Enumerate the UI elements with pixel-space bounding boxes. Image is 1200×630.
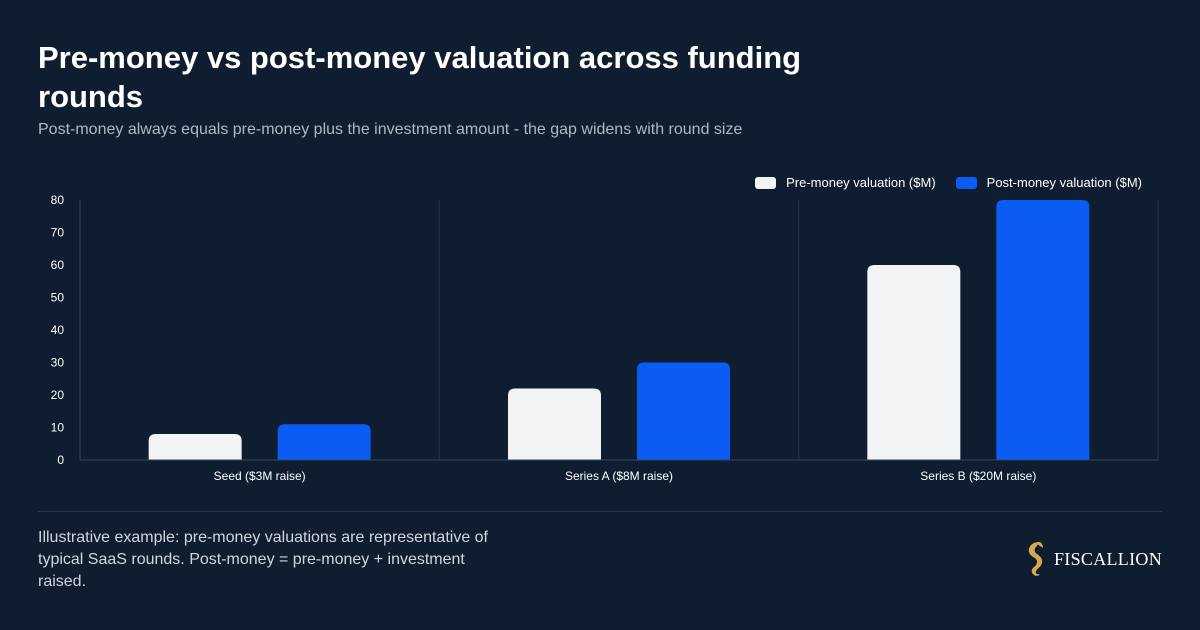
bar-pre-money-0 [148,434,242,460]
y-tick-label: 40 [51,323,65,337]
y-tick-label: 0 [57,453,64,467]
chart-title: Pre-money vs post-money valuation across… [38,40,802,114]
seahorse-logo-icon [1028,542,1043,576]
legend-label-post-money: Post-money valuation ($M) [986,175,1142,190]
y-tick-label: 60 [51,258,65,272]
chart-subtitle: Post-money always equals pre-money plus … [38,121,743,138]
footnote: Illustrative example: pre-money valuatio… [38,529,488,590]
y-tick-label: 10 [51,421,65,435]
y-tick-label: 70 [51,226,65,240]
chart-legend: Pre-money valuation ($M) Post-money valu… [755,175,1142,190]
bar-pre-money-2 [867,265,961,460]
x-category-label: Series B ($20M raise) [920,469,1036,483]
bar-post-money-2 [996,200,1090,460]
footer-divider [38,511,1162,512]
legend-swatch-post-money [955,176,977,189]
x-category-label: Series A ($8M raise) [565,469,673,483]
bar-post-money-1 [637,362,730,460]
x-category-label: Seed ($3M raise) [214,469,306,483]
y-tick-label: 30 [51,356,65,370]
legend-swatch-pre-money [755,176,777,189]
legend-item-pre-money: Pre-money valuation ($M) [755,175,936,190]
bar-pre-money-1 [508,388,601,460]
y-tick-label: 20 [51,388,65,402]
legend-label-pre-money: Pre-money valuation ($M) [786,175,936,190]
y-tick-label: 80 [51,193,65,207]
brand-name: FISCALLION [1053,548,1162,569]
legend-item-post-money: Post-money valuation ($M) [955,175,1142,190]
bar-post-money-0 [277,424,371,460]
bar-chart: 0 10 20 30 40 50 60 70 80 Seed ($3M raise) Series … [51,193,1159,483]
y-tick-label: 50 [51,291,65,305]
brand-logo: FISCALLION [1024,540,1162,578]
